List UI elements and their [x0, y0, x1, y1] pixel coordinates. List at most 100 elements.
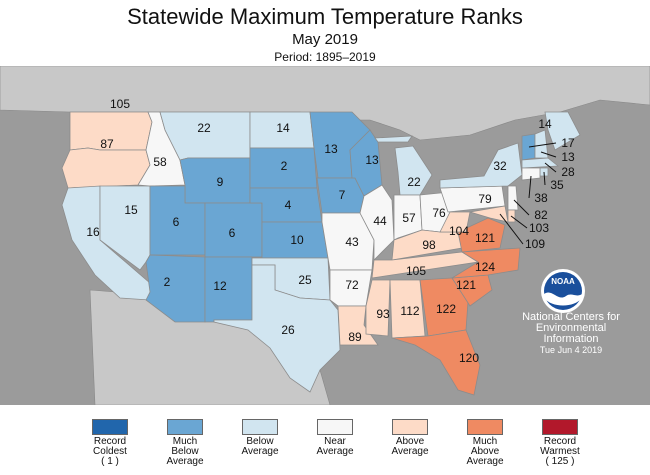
callout-leader-md — [499, 213, 524, 245]
state-shape-ny — [439, 142, 523, 189]
map-title: Statewide Maximum Temperature Ranks — [127, 4, 523, 29]
state-rank-mi: 22 — [407, 175, 421, 189]
state-shape-va — [457, 217, 506, 253]
legend-swatch — [242, 419, 278, 435]
state-rank-fl: 120 — [459, 351, 479, 365]
state-rank-co: 6 — [229, 226, 236, 240]
state-rank-ar: 72 — [345, 278, 359, 292]
state-rank-ny: 32 — [493, 159, 507, 173]
legend-label: Record Warmest ( 125 ) — [540, 436, 580, 467]
callout-leader-nh — [540, 151, 557, 158]
legend-item-above: Above Average — [370, 419, 450, 457]
legend-label: Above Average — [391, 436, 429, 457]
state-rank-ri: 35 — [550, 178, 564, 192]
state-rank-nm: 12 — [213, 279, 227, 293]
state-shape-ma — [521, 157, 560, 169]
state-rank-ut: 6 — [173, 215, 180, 229]
state-rank-in: 57 — [402, 211, 416, 225]
credit-date: Tue Jun 4 2019 — [539, 345, 603, 355]
state-rank-al: 112 — [400, 304, 419, 318]
state-rank-mn: 13 — [324, 142, 338, 156]
map-area: 105 87 16 15 58 22 9 6 6 2 12 14 2 4 10 25 26 13 7 43 72 89 13… — [0, 66, 650, 405]
state-rank-ms: 93 — [376, 307, 390, 321]
us-state-map: 105 87 16 15 58 22 9 6 6 2 12 14 2 4 10 25 26 13 7 43 72 89 13… — [0, 66, 650, 405]
callout-leader-nj — [513, 199, 530, 216]
state-rank-oh: 76 — [432, 206, 446, 220]
state-shape-vt — [521, 133, 536, 161]
state-rank-ct: 38 — [534, 191, 548, 205]
legend-item-much-below: Much Below Average — [145, 419, 225, 467]
state-rank-mt: 22 — [197, 121, 211, 135]
state-rank-nh: 13 — [561, 150, 575, 164]
state-shape-nc — [451, 247, 521, 279]
legend-swatch — [317, 419, 353, 435]
legend: Record Coldest ( 1 ) Much Below Average … — [0, 405, 650, 475]
credit-line-3: Information — [543, 333, 599, 345]
state-rank-id: 58 — [153, 155, 167, 169]
callout-leader-vt — [528, 142, 557, 148]
state-rank-md: 109 — [525, 237, 545, 251]
credit-line-1: National Centers for — [522, 311, 620, 323]
credit-block: National Centers for Environmental Infor… — [506, 312, 636, 356]
credit-line-2: Environmental — [535, 322, 607, 334]
state-shape-ct — [521, 167, 541, 181]
legend-label: Much Below Average — [166, 436, 204, 467]
callout-leader-ri — [543, 171, 546, 186]
legend-item-much-above: Much Above Average — [445, 419, 525, 467]
callout-leader-ma — [544, 162, 557, 173]
state-rank-la: 89 — [348, 330, 362, 344]
state-rank-sd: 2 — [281, 159, 288, 173]
state-shape-la — [337, 305, 379, 346]
svg-text:NOAA: NOAA — [551, 277, 575, 286]
state-shape-mi — [374, 135, 433, 196]
state-rank-ks: 10 — [290, 233, 304, 247]
state-rank-ca: 16 — [86, 225, 100, 239]
noaa-logo: NOAA — [541, 269, 585, 313]
state-rank-nv: 15 — [124, 203, 138, 217]
state-rank-nd: 14 — [276, 121, 290, 135]
legend-item-below: Below Average — [220, 419, 300, 457]
state-shape-ms — [365, 279, 391, 337]
state-shape-md — [469, 205, 509, 223]
state-rank-ga: 122 — [436, 302, 456, 316]
legend-item-near: Near Average — [295, 419, 375, 457]
state-rank-me: 14 — [538, 117, 552, 131]
state-rank-or: 87 — [100, 137, 114, 151]
state-rank-ky: 98 — [422, 238, 436, 252]
legend-swatch — [392, 419, 428, 435]
state-shape-fl — [391, 329, 481, 396]
legend-label: Record Coldest ( 1 ) — [93, 436, 127, 467]
legend-swatch — [167, 419, 203, 435]
state-rank-vt: 17 — [561, 136, 575, 150]
state-rank-az: 2 — [164, 275, 171, 289]
state-rank-mo: 43 — [345, 235, 359, 249]
state-rank-wi: 13 — [365, 153, 379, 167]
state-shape-il — [359, 184, 395, 261]
legend-label: Below Average — [241, 436, 279, 457]
state-rank-va: 121 — [475, 231, 495, 245]
legend-label: Near Average — [316, 436, 354, 457]
state-shape-ga — [419, 277, 469, 337]
legend-label: Much Above Average — [466, 436, 504, 467]
state-shape-wy — [179, 157, 251, 204]
state-shape-nj — [507, 185, 519, 211]
state-rank-sc: 121 — [456, 278, 476, 292]
state-shape-me — [544, 111, 581, 151]
state-rank-ne: 4 — [285, 198, 292, 212]
callout-leader-ct — [528, 175, 532, 199]
legend-swatch — [542, 419, 578, 435]
state-rank-tx: 26 — [281, 323, 295, 337]
callout-leader-de — [510, 215, 528, 229]
state-rank-de: 103 — [529, 221, 549, 235]
state-rank-wv: 104 — [449, 224, 469, 238]
map-header: Statewide Maximum Temperature Ranks May … — [0, 0, 650, 66]
state-shape-tx — [213, 264, 341, 393]
map-period: Period: 1895–2019 — [274, 50, 376, 64]
state-shape-nm — [204, 256, 253, 323]
state-rank-nc: 124 — [475, 260, 495, 274]
legend-item-record-coldest: Record Coldest ( 1 ) — [70, 419, 150, 467]
state-rank-pa: 79 — [478, 192, 492, 206]
map-subtitle: May 2019 — [292, 31, 358, 48]
state-rank-ma: 28 — [561, 165, 575, 179]
state-rank-ia: 7 — [339, 188, 346, 202]
